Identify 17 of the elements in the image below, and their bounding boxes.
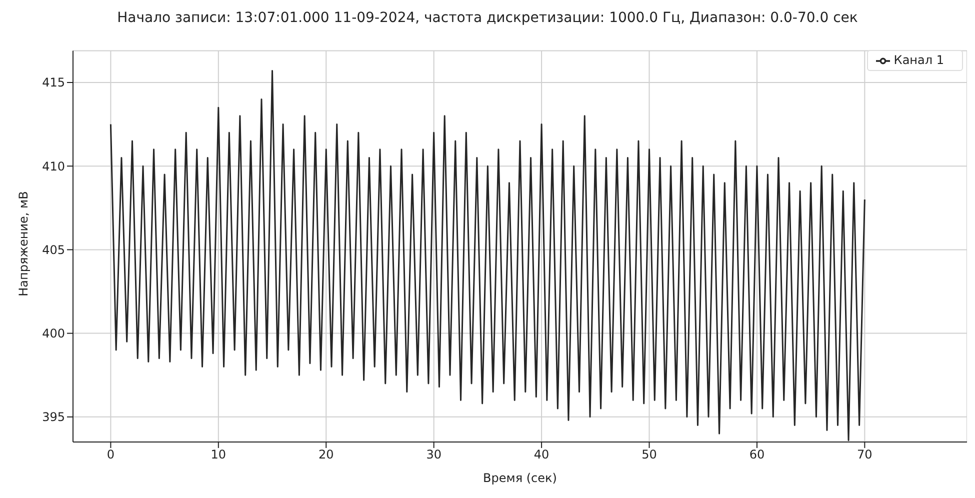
x-tick-label: 30 — [426, 448, 442, 462]
x-tick-label: 60 — [749, 448, 765, 462]
x-axis-title: Время (сек) — [483, 471, 557, 485]
x-tick-label: 0 — [106, 448, 115, 462]
y-tick-label: 400 — [42, 326, 65, 341]
legend-label: Канал 1 — [894, 53, 944, 67]
x-tick-label: 20 — [318, 448, 334, 462]
y-tick-label: 415 — [42, 76, 65, 90]
y-axis-title: Напряжение, мВ — [16, 191, 30, 296]
x-tick-label: 50 — [642, 448, 657, 462]
chart-title: Начало записи: 13:07:01.000 11-09-2024, частота дискретизации: 1000.0 Гц, Диапазон: 0.0-70.0 сек — [116, 9, 859, 28]
x-tick-label: 40 — [534, 448, 550, 462]
y-tick-label: 395 — [42, 410, 65, 424]
x-tick-label: 70 — [857, 448, 872, 462]
x-tick-label: 10 — [210, 448, 226, 462]
y-tick-label: 410 — [42, 159, 65, 174]
y-tick-label: 405 — [42, 242, 65, 257]
